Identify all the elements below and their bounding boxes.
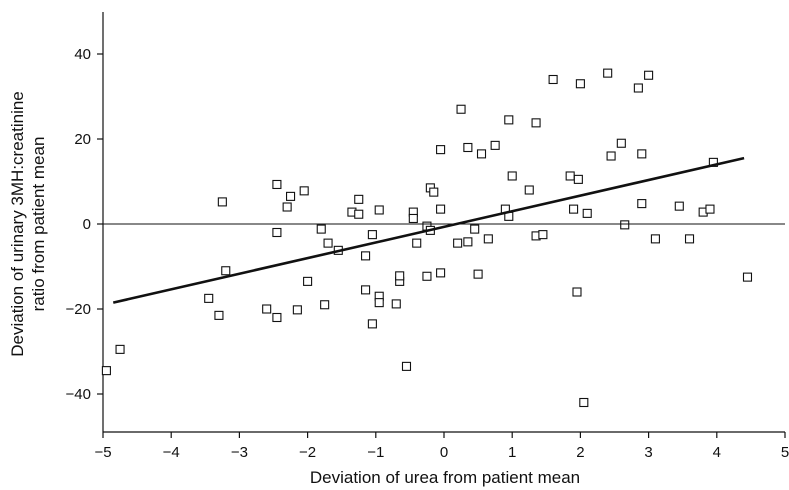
data-point <box>282 202 292 212</box>
data-point <box>453 238 463 248</box>
data-point <box>463 142 473 153</box>
y-axis-title-line-1: Deviation of urinary 3MH:creatinine <box>8 91 27 357</box>
data-point <box>285 191 296 201</box>
x-tick-label: 5 <box>781 444 789 461</box>
data-point <box>436 268 446 278</box>
data-point <box>620 220 630 230</box>
x-tick-label: 4 <box>713 444 721 461</box>
ticks: −5 −4 −3 −2 −1 0 1 2 3 4 5 −40 −20 0 20 40 <box>66 46 789 461</box>
data-point <box>217 197 227 207</box>
data-point <box>637 149 647 159</box>
data-point <box>582 208 592 218</box>
data-point <box>354 194 364 204</box>
y-tick-label: 0 <box>83 216 91 233</box>
data-point <box>401 361 412 371</box>
data-point <box>101 366 111 376</box>
data-point <box>408 213 418 224</box>
data-point <box>684 234 695 244</box>
data-point <box>456 104 466 114</box>
data-point <box>361 251 371 261</box>
data-point <box>422 271 432 281</box>
data-point <box>569 204 579 214</box>
data-point <box>507 171 517 181</box>
data-point <box>221 266 231 276</box>
x-tick-label: −2 <box>299 444 316 461</box>
data-point <box>674 201 684 211</box>
data-point <box>436 145 446 155</box>
axes <box>102 12 785 433</box>
x-tick-label: −4 <box>163 444 180 461</box>
data-point <box>572 287 582 297</box>
fit-lines <box>103 156 785 304</box>
data-point <box>262 304 272 314</box>
data-point <box>633 83 643 93</box>
data-point <box>644 70 654 80</box>
x-axis-title: Deviation of urea from patient mean <box>310 468 580 487</box>
data-point <box>316 224 326 234</box>
data-point <box>470 224 480 234</box>
data-point <box>303 276 313 286</box>
x-tick-label: −5 <box>94 444 111 461</box>
data-point <box>538 230 548 240</box>
data-point <box>637 199 647 209</box>
x-tick-label: −3 <box>231 444 248 461</box>
regression-line <box>112 156 745 304</box>
data-point <box>705 204 715 214</box>
data-point <box>292 305 302 315</box>
data-point <box>579 397 589 408</box>
data-point <box>367 319 377 329</box>
x-tick-label: −1 <box>367 444 384 461</box>
data-point <box>565 171 575 181</box>
data-point <box>429 187 439 197</box>
data-point <box>616 138 626 148</box>
data-point <box>531 118 541 128</box>
data-point <box>463 237 473 247</box>
data-point <box>504 115 514 125</box>
data-point <box>115 344 125 354</box>
data-point <box>483 234 493 244</box>
y-tick-label: −40 <box>66 386 91 403</box>
x-tick-label: 2 <box>576 444 584 461</box>
data-point <box>575 79 585 89</box>
data-point <box>603 68 613 78</box>
data-point <box>391 299 401 309</box>
x-tick-label: 0 <box>440 444 448 461</box>
data-point <box>742 272 753 282</box>
data-point <box>361 285 371 295</box>
data-point <box>395 271 405 281</box>
x-tick-label: 3 <box>644 444 652 461</box>
data-point <box>490 140 500 150</box>
data-point <box>204 293 214 303</box>
y-tick-label: −20 <box>66 301 91 318</box>
data-point <box>374 298 384 308</box>
data-point <box>524 185 534 195</box>
data-point <box>548 74 558 85</box>
data-point <box>473 269 483 279</box>
data-point <box>374 205 384 215</box>
data-point <box>320 300 330 310</box>
y-tick-label: 20 <box>74 131 91 148</box>
data-point <box>367 230 377 240</box>
data-point <box>323 238 333 248</box>
data-points <box>101 68 753 408</box>
data-point <box>476 149 487 159</box>
data-point <box>412 238 422 248</box>
data-point <box>272 227 282 238</box>
data-point <box>354 209 364 219</box>
data-point <box>436 204 446 214</box>
data-point <box>650 234 660 244</box>
y-axis-title-line-2: ratio from patient mean <box>29 137 48 312</box>
x-tick-label: 1 <box>508 444 516 461</box>
data-point <box>272 312 282 323</box>
y-tick-label: 40 <box>74 46 91 63</box>
data-point <box>299 186 309 196</box>
data-point <box>272 179 282 190</box>
data-point <box>606 151 616 161</box>
data-point <box>573 174 583 184</box>
data-point <box>214 310 224 320</box>
